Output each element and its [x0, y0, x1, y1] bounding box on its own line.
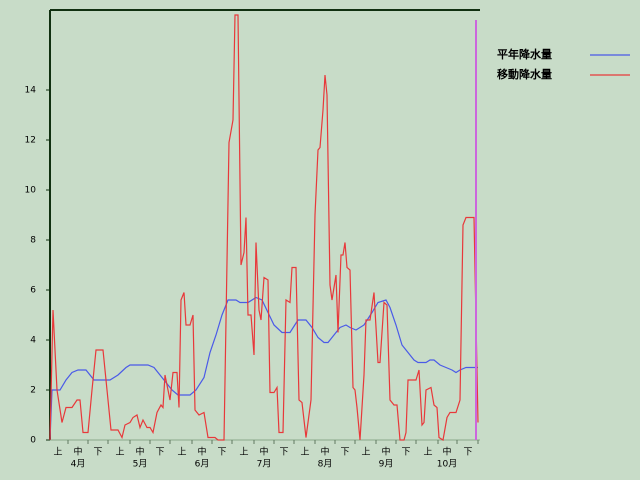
series-line [49, 296, 478, 441]
x-tick-label: 下 [401, 448, 410, 458]
x-tick-label: 下 [217, 448, 226, 458]
x-tick-label: 上 [53, 447, 62, 458]
month-label: 5月 [133, 459, 148, 470]
x-tick-label: 上 [177, 447, 186, 458]
x-tick-label: 下 [463, 448, 472, 458]
y-tick-label: 12 [25, 136, 36, 146]
y-tick-label: 4 [30, 336, 36, 346]
month-label: 9月 [379, 459, 394, 470]
x-tick-label: 中 [381, 446, 390, 458]
x-tick-label: 中 [73, 446, 82, 458]
x-tick-label: 上 [115, 447, 124, 458]
y-tick-label: 10 [25, 186, 37, 196]
x-tick-label: 下 [155, 448, 164, 458]
x-tick-label: 中 [197, 446, 206, 458]
x-tick-label: 中 [135, 446, 144, 458]
series-line [49, 14, 479, 441]
x-tick-label: 下 [93, 448, 102, 458]
month-label: 7月 [257, 459, 272, 470]
y-tick-label: 14 [25, 86, 37, 96]
legend-label: 平年降水量 [497, 47, 552, 61]
x-tick-label: 上 [239, 447, 248, 458]
x-tick-label: 中 [320, 446, 329, 458]
y-tick-label: 6 [30, 286, 36, 296]
x-tick-label: 中 [259, 446, 268, 458]
x-tick-label: 下 [279, 448, 288, 458]
legend-label: 移動降水量 [497, 67, 552, 81]
month-label: 4月 [71, 459, 86, 470]
x-tick-label: 下 [340, 448, 349, 458]
x-tick-label: 上 [300, 447, 309, 458]
month-label: 6月 [195, 459, 210, 470]
x-tick-label: 中 [442, 446, 451, 458]
y-tick-label: 0 [30, 436, 36, 446]
month-label: 8月 [318, 459, 333, 470]
y-tick-label: 8 [30, 236, 36, 246]
x-tick-label: 上 [423, 447, 432, 458]
y-tick-label: 2 [30, 386, 36, 396]
x-tick-label: 上 [361, 447, 370, 458]
month-label: 10月 [437, 459, 457, 470]
